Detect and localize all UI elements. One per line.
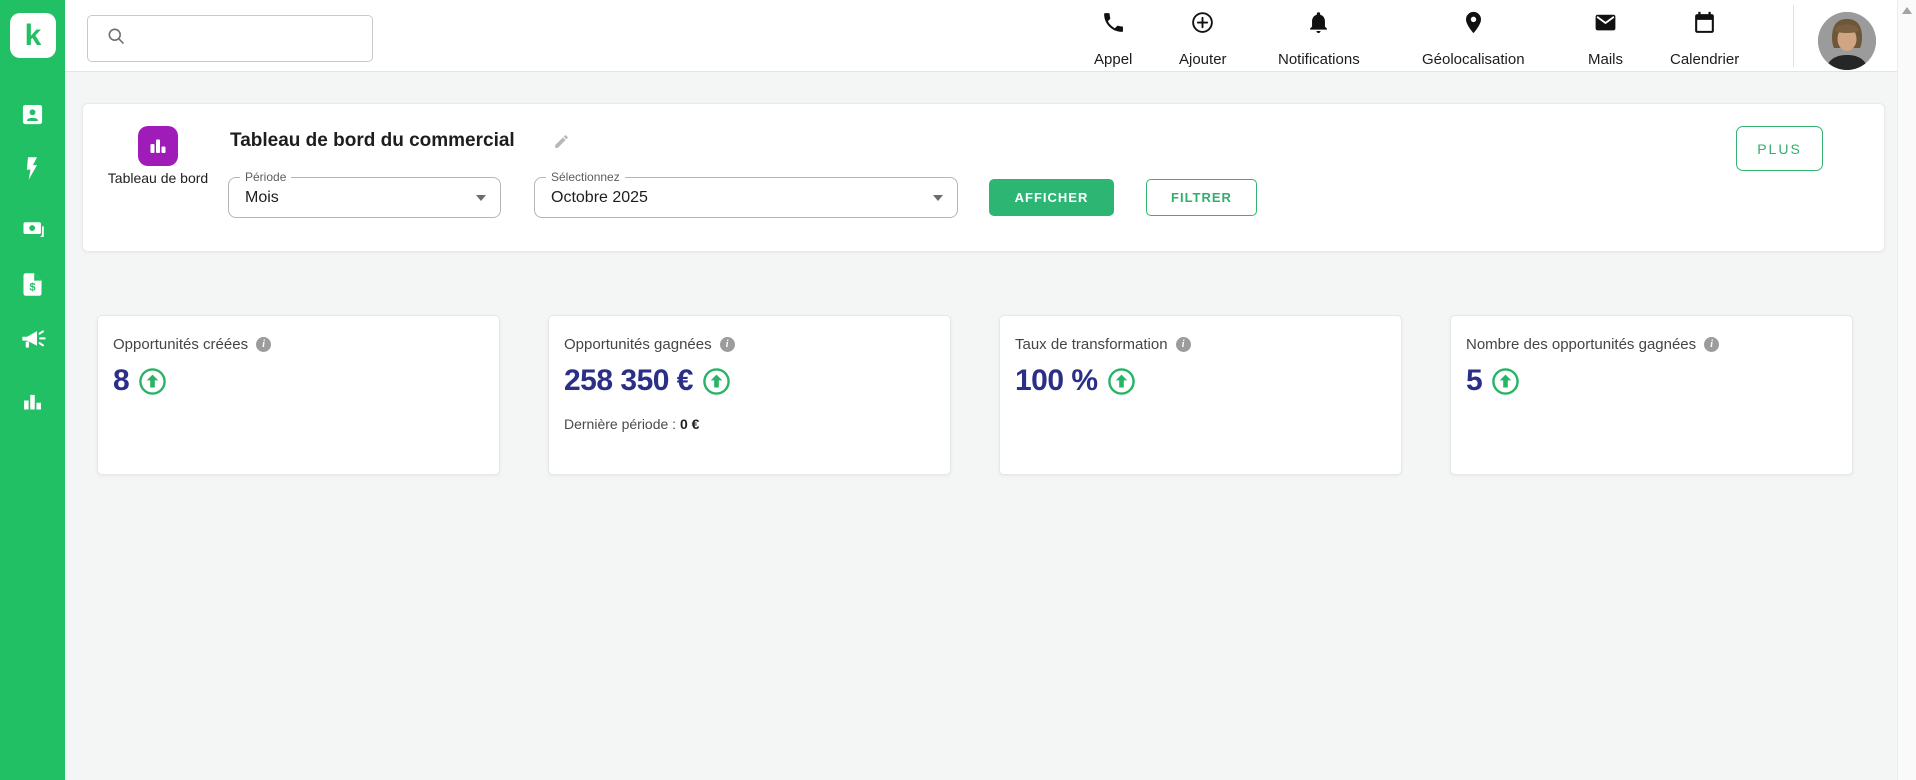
payments-icon — [19, 216, 46, 248]
kpi-title: Opportunités gagnées — [564, 336, 712, 353]
info-icon[interactable]: i — [1175, 337, 1191, 352]
nav-label: Géolocalisation — [1422, 51, 1525, 68]
avatar[interactable] — [1818, 12, 1876, 70]
plus-button[interactable]: PLUS — [1736, 126, 1823, 171]
kpi-card-nombre-opportunites-gagnees: Nombre des opportunités gagnées i 5 — [1450, 315, 1853, 475]
kpi-subtitle: Dernière période : 0 € — [564, 416, 700, 432]
kpi-title: Taux de transformation — [1015, 336, 1168, 353]
phone-icon — [1101, 10, 1126, 40]
bar-chart-icon — [150, 139, 166, 153]
envelope-icon — [1593, 10, 1618, 40]
kpi-card-opportunites-gagnees: Opportunités gagnées i 258 350 € Dernièr… — [548, 315, 951, 475]
kpi-card-taux-transformation: Taux de transformation i 100 % — [999, 315, 1402, 475]
trend-up-icon — [1107, 367, 1136, 396]
map-pin-icon — [1461, 10, 1486, 40]
page-title: Tableau de bord du commercial — [230, 130, 515, 151]
nav-label: Ajouter — [1179, 51, 1227, 68]
invoice-dollar-icon: $ — [19, 271, 46, 303]
global-search — [87, 15, 373, 62]
kpi-card-opportunites-creees: Opportunités créées i 8 — [97, 315, 500, 475]
kpi-title: Opportunités créées — [113, 336, 249, 353]
nav-item-mails[interactable]: Mails — [1588, 10, 1623, 68]
edit-title-button[interactable] — [553, 133, 570, 155]
search-icon — [106, 26, 127, 52]
nav-item-notifications[interactable]: Notifications — [1278, 10, 1360, 68]
dashboard-module-icon — [138, 126, 178, 166]
bar-chart-icon — [19, 387, 46, 419]
sidebar-item-contacts[interactable] — [0, 95, 65, 139]
month-select-label: Sélectionnez — [546, 170, 625, 184]
period-select[interactable]: Période Mois — [228, 170, 501, 218]
month-select[interactable]: Sélectionnez Octobre 2025 — [534, 170, 958, 218]
sidebar: k $ — [0, 0, 65, 780]
topbar: Appel Ajouter Notifications Géolocalisat… — [65, 0, 1916, 72]
add-circle-icon — [1190, 10, 1215, 40]
megaphone-icon — [19, 326, 46, 358]
nav-item-geolocalisation[interactable]: Géolocalisation — [1422, 10, 1525, 68]
calendar-icon — [1692, 10, 1717, 40]
nav-label: Appel — [1094, 51, 1133, 68]
sidebar-item-payments[interactable] — [0, 210, 65, 254]
kpi-subtitle-value: 0 € — [679, 416, 700, 432]
nav-item-ajouter[interactable]: Ajouter — [1179, 10, 1227, 68]
trend-up-icon — [702, 367, 731, 396]
nav-label: Calendrier — [1670, 51, 1740, 68]
sidebar-item-activities[interactable] — [0, 149, 65, 193]
topbar-divider — [1793, 5, 1794, 67]
pencil-icon — [555, 135, 568, 148]
kpi-value: 8 — [113, 364, 130, 397]
period-select-value: Mois — [245, 189, 279, 206]
scroll-up-arrow-icon[interactable] — [1902, 7, 1912, 14]
info-icon[interactable]: i — [719, 337, 735, 352]
dropdown-arrow-icon — [476, 195, 486, 201]
dashboard-header-card: Tableau de bord Tableau de bord du comme… — [82, 103, 1885, 252]
kpi-title: Nombre des opportunités gagnées — [1466, 336, 1697, 353]
info-icon[interactable]: i — [1704, 337, 1720, 352]
app-logo[interactable]: k — [10, 13, 56, 58]
period-select-label: Période — [240, 170, 292, 184]
nav-item-calendrier[interactable]: Calendrier — [1670, 10, 1739, 68]
scrollbar[interactable] — [1897, 0, 1916, 780]
svg-text:$: $ — [29, 282, 36, 294]
contact-card-icon — [19, 101, 46, 133]
search-input[interactable] — [127, 16, 372, 61]
filtrer-button[interactable]: FILTRER — [1146, 179, 1257, 216]
kpi-value: 5 — [1466, 364, 1483, 397]
afficher-button[interactable]: AFFICHER — [989, 179, 1114, 216]
dropdown-arrow-icon — [933, 195, 943, 201]
module-label: Tableau de bord — [107, 170, 209, 186]
lightning-icon — [19, 155, 46, 187]
sidebar-item-dashboard[interactable] — [0, 381, 65, 425]
kpi-value: 258 350 € — [564, 364, 693, 397]
trend-up-icon — [1491, 367, 1520, 396]
bell-icon — [1306, 10, 1331, 40]
nav-item-appel[interactable]: Appel — [1094, 10, 1132, 68]
info-icon[interactable]: i — [256, 337, 272, 352]
trend-up-icon — [138, 367, 167, 396]
nav-label: Mails — [1588, 51, 1624, 68]
month-select-value: Octobre 2025 — [551, 189, 648, 206]
nav-label: Notifications — [1278, 51, 1360, 68]
sidebar-item-marketing[interactable] — [0, 320, 65, 364]
sidebar-item-invoices[interactable]: $ — [0, 265, 65, 309]
kpi-value: 100 % — [1015, 364, 1098, 397]
